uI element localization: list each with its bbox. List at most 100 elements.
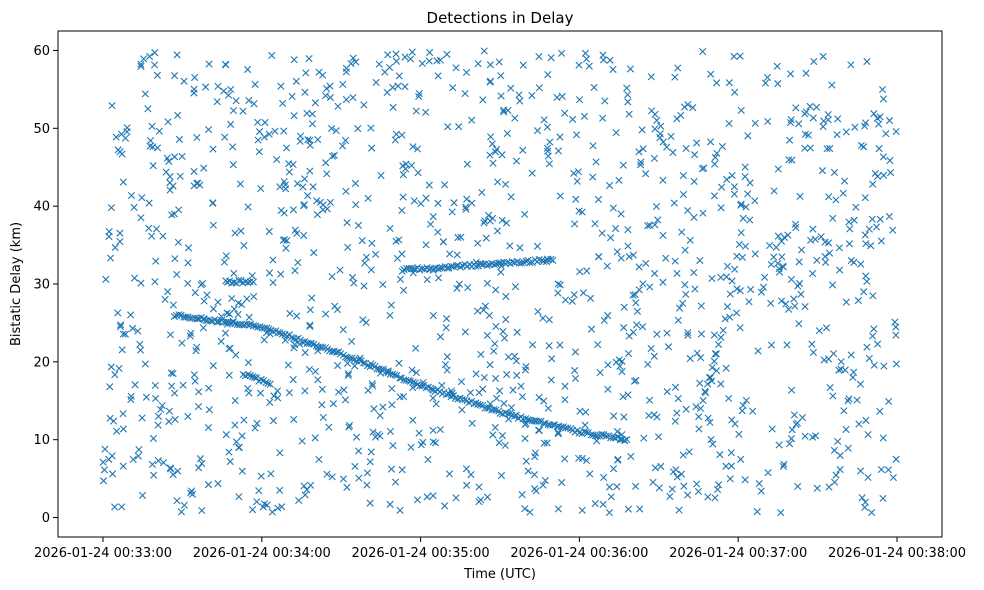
data-point [737, 455, 745, 463]
data-point [289, 160, 297, 169]
data-point [629, 328, 637, 336]
data-point [301, 88, 309, 96]
data-point [747, 285, 755, 294]
data-point [845, 240, 854, 248]
data-point [387, 301, 395, 309]
data-point [607, 493, 615, 501]
data-point [492, 260, 501, 268]
data-point [815, 327, 823, 335]
data-point [204, 481, 213, 489]
data-point [232, 438, 241, 446]
data-point [517, 259, 526, 267]
data-point [396, 275, 405, 283]
data-point [875, 120, 883, 128]
data-point [154, 421, 162, 429]
data-point [491, 374, 500, 383]
data-point [344, 371, 352, 380]
data-point [313, 197, 321, 205]
data-point [214, 82, 222, 90]
data-point [166, 465, 175, 473]
data-point [328, 473, 336, 481]
data-point [234, 299, 242, 307]
data-point [865, 354, 873, 363]
data-point [586, 470, 594, 478]
data-point [239, 107, 247, 115]
data-point [812, 432, 820, 440]
data-point [605, 181, 614, 190]
data-point [545, 342, 553, 350]
data-point [621, 436, 629, 445]
data-point [213, 98, 221, 106]
data-point [714, 340, 723, 349]
data-point [149, 143, 157, 151]
data-point [616, 362, 624, 370]
data-point [455, 123, 463, 131]
data-point [169, 301, 177, 309]
data-point [787, 275, 795, 284]
data-point [879, 95, 888, 103]
data-point [547, 255, 555, 263]
data-point [609, 465, 618, 473]
data-point [587, 325, 596, 333]
data-point [362, 253, 370, 261]
data-point [204, 423, 213, 432]
data-point [710, 192, 719, 200]
data-point [308, 294, 316, 302]
data-point [830, 168, 839, 177]
data-point [414, 169, 422, 177]
data-point [376, 432, 384, 440]
data-point [298, 437, 306, 445]
data-point [142, 393, 151, 401]
data-point [138, 414, 146, 422]
data-point [175, 311, 183, 319]
data-point [363, 469, 372, 477]
data-point [432, 400, 440, 408]
data-point [857, 141, 865, 150]
data-point [274, 394, 282, 402]
data-point [452, 262, 460, 270]
data-point [493, 227, 502, 235]
data-point [804, 131, 812, 139]
data-point [842, 298, 850, 306]
data-point [285, 389, 293, 397]
data-point [836, 451, 844, 460]
data-point [680, 103, 689, 111]
data-point [388, 401, 396, 409]
data-point [684, 331, 692, 339]
data-point [528, 91, 536, 100]
data-point [461, 328, 469, 336]
data-point [832, 196, 840, 204]
data-point [736, 287, 744, 295]
data-point [225, 310, 234, 318]
data-point [828, 281, 837, 289]
data-point [534, 307, 542, 316]
data-point [593, 432, 602, 440]
data-point [519, 61, 527, 69]
data-point [322, 159, 330, 167]
data-point [367, 124, 375, 132]
data-point [200, 164, 208, 172]
data-point [737, 201, 745, 209]
data-point [250, 100, 258, 108]
data-point [293, 312, 301, 320]
data-point [695, 425, 703, 433]
data-point [462, 205, 470, 213]
data-point [716, 451, 724, 459]
data-point [184, 313, 192, 321]
data-point [598, 430, 606, 438]
data-point [875, 144, 883, 153]
data-point [556, 192, 564, 200]
data-point [271, 127, 279, 135]
data-point [226, 319, 235, 327]
data-point [512, 357, 520, 365]
data-point [391, 371, 399, 379]
data-point [129, 455, 137, 464]
data-point [314, 135, 322, 144]
data-point [222, 252, 230, 260]
data-point [850, 368, 858, 376]
data-point [318, 385, 326, 393]
y-tick-label: 40 [33, 200, 50, 215]
data-point [642, 170, 650, 178]
data-point [561, 296, 570, 304]
data-point [561, 382, 569, 390]
